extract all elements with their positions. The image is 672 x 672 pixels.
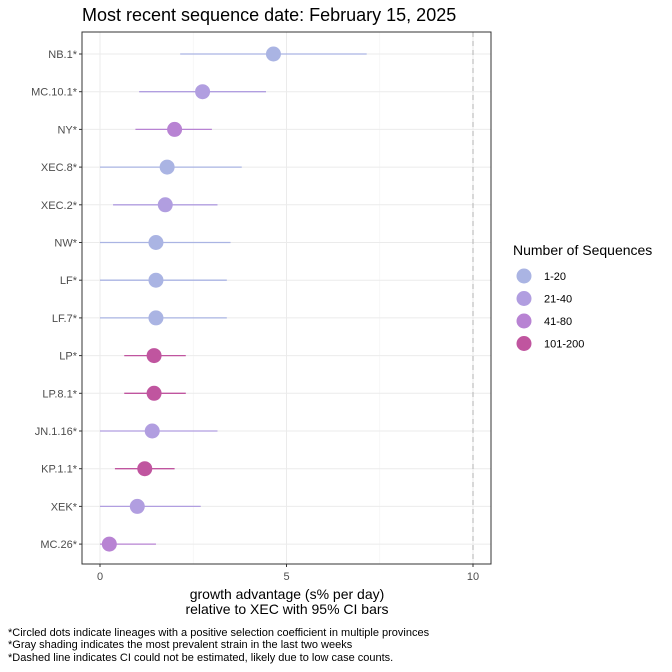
data-marks (100, 46, 367, 552)
data-point (167, 121, 183, 137)
y-tick-label: XEC.2* (41, 200, 78, 212)
legend-label: 1-20 (544, 271, 566, 283)
y-tick-label: LF* (60, 275, 78, 287)
y-axis-ticks: NB.1* MC.10.1* NY* XEC.8* XEC.2* NW* LF* LF.7* L… (31, 49, 82, 551)
data-point (129, 498, 145, 514)
y-tick-label: KP.1.1* (41, 464, 78, 476)
legend-title: Number of Sequences (513, 242, 652, 258)
legend-key (516, 336, 532, 351)
y-tick-label: LP.8.1* (42, 388, 77, 400)
data-point (148, 235, 164, 250)
data-point (144, 423, 160, 439)
x-axis-title-line-2: relative to XEC with 95% CI bars (185, 601, 388, 617)
x-tick-label: 5 (283, 571, 289, 583)
data-point (157, 197, 173, 213)
x-axis-ticks: 0 5 10 (97, 564, 479, 583)
data-point (146, 385, 162, 401)
legend-key (516, 291, 532, 306)
legend-label: 101-200 (544, 339, 584, 351)
data-point (101, 536, 117, 552)
y-tick-label: JN.1.16* (35, 426, 78, 438)
footnotes: *Circled dots indicate lineages with a p… (8, 627, 430, 664)
x-axis-title-line-1: growth advantage (s% per day) (190, 586, 385, 602)
y-tick-label: NB.1* (48, 49, 77, 61)
data-point (146, 348, 162, 364)
data-point (265, 46, 281, 62)
y-tick-label: XEK* (51, 501, 78, 513)
data-point (148, 272, 164, 288)
y-tick-label: NW* (54, 238, 77, 250)
x-tick-label: 10 (467, 571, 479, 583)
footnote-circled-dots: *Circled dots indicate lineages with a p… (8, 627, 430, 639)
data-point (137, 461, 153, 477)
legend: Number of Sequences 1-20 21-40 41-80 101-20… (513, 242, 652, 351)
y-tick-label: MC.10.1* (31, 87, 78, 99)
legend-label: 21-40 (544, 294, 572, 306)
chart-title: Most recent sequence date: February 15, … (82, 5, 456, 25)
y-tick-label: NY* (57, 124, 77, 136)
footnote-gray-shading: *Gray shading indicates the most prevale… (8, 639, 353, 651)
data-point (159, 159, 175, 175)
data-point (195, 84, 211, 100)
legend-key (516, 268, 532, 284)
y-tick-label: XEC.8* (41, 162, 78, 174)
data-point (148, 310, 164, 326)
y-tick-label: LP* (59, 351, 77, 363)
x-tick-label: 0 (97, 571, 103, 583)
y-tick-label: MC.26* (40, 539, 77, 551)
legend-label: 41-80 (544, 316, 572, 328)
footnote-dashed-line: *Dashed line indicates CI could not be e… (8, 652, 393, 664)
legend-key (516, 313, 532, 329)
y-tick-label: LF.7* (52, 313, 78, 325)
